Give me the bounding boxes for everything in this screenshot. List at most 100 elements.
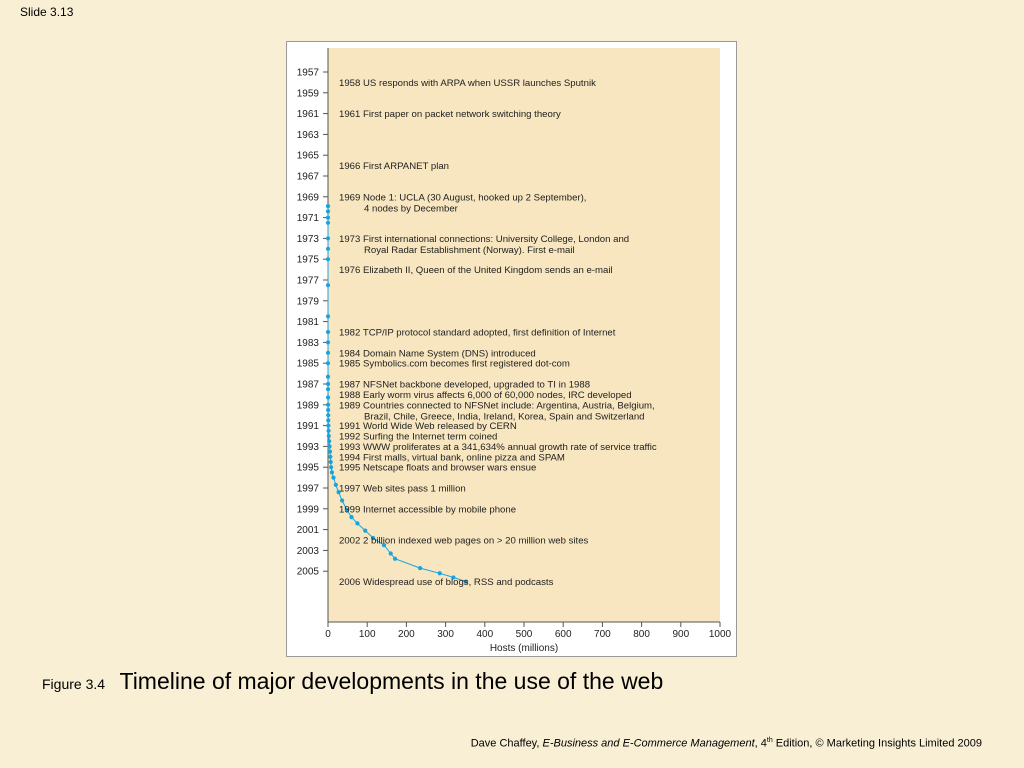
timeline-event-label: 1987 NFSNet backbone developed, upgraded… — [339, 380, 590, 391]
x-tick-label: 700 — [594, 629, 611, 640]
data-point — [325, 340, 331, 345]
data-point — [325, 283, 331, 288]
data-point — [325, 215, 331, 220]
slide-number: Slide 3.13 — [20, 5, 74, 19]
figure-title: Timeline of major developments in the us… — [119, 668, 664, 694]
y-tick-label: 1995 — [297, 463, 320, 474]
timeline-event-label: 1976 Elizabeth II, Queen of the United K… — [339, 265, 613, 276]
data-point — [326, 402, 331, 407]
data-point — [463, 579, 469, 584]
x-axis-label: Hosts (millions) — [490, 643, 558, 654]
data-point — [325, 220, 331, 225]
y-tick-label: 1989 — [297, 400, 320, 411]
data-point — [451, 575, 456, 580]
data-point — [325, 257, 331, 262]
timeline-event-label: 1982 TCP/IP protocol standard adopted, f… — [339, 328, 616, 339]
data-point — [418, 565, 423, 571]
x-tick-label: 200 — [398, 629, 415, 640]
timeline-event-label: 1958 US responds with ARPA when USSR lau… — [339, 78, 596, 89]
footer-author: Dave Chaffey, — [470, 737, 543, 750]
data-point — [325, 395, 331, 400]
data-point — [336, 490, 341, 495]
data-point — [328, 454, 333, 459]
timeline-event-label: 1992 Surfing the Internet term coined — [339, 432, 497, 443]
y-tick-label: 1983 — [297, 338, 320, 349]
timeline-event-label: 1999 Internet accessible by mobile phone — [339, 504, 516, 515]
data-point — [363, 528, 368, 533]
timeline-event-label: 1985 Symbolics.com becomes first registe… — [339, 359, 570, 370]
x-tick-label: 400 — [476, 629, 493, 640]
timeline-event-label: 1966 First ARPANET plan — [339, 161, 449, 172]
footer-citation: Dave Chaffey, E-Business and E-Commerce … — [471, 737, 982, 750]
y-tick-label: 1969 — [297, 192, 320, 203]
data-point — [370, 535, 376, 541]
x-tick-label: 100 — [359, 629, 376, 640]
data-point — [327, 444, 332, 449]
footer-publisher: Edition, © Marketing Insights Limited 20… — [772, 737, 982, 750]
data-point — [326, 407, 331, 413]
data-point — [388, 551, 393, 556]
y-tick-label: 2001 — [297, 525, 320, 536]
y-tick-label: 1999 — [297, 504, 320, 515]
y-tick-label: 1975 — [297, 255, 320, 266]
data-point — [325, 329, 331, 335]
timeline-event-label: 1973 First international connections: Un… — [339, 234, 629, 245]
x-tick-label: 1000 — [709, 629, 732, 640]
y-tick-label: 1993 — [297, 442, 320, 453]
data-point — [381, 543, 387, 548]
data-point — [325, 350, 331, 355]
data-point — [327, 449, 333, 454]
data-point — [326, 428, 331, 433]
plot-area — [328, 48, 720, 622]
figure-frame: 1957 1959 1961 1963 1965 1967 1969 1971 1973 1975… — [286, 41, 737, 657]
timeline-event-label: 1961 First paper on packet network switc… — [339, 109, 561, 120]
y-tick-label: 1963 — [297, 130, 320, 141]
data-point — [333, 482, 338, 487]
data-point — [325, 246, 331, 251]
timeline-event-label: 1984 Domain Name System (DNS) introduced — [339, 348, 536, 359]
figure-label: Figure 3.4 — [42, 676, 106, 692]
data-point — [325, 209, 331, 214]
timeline-event-label: 2002 2 billion indexed web pages on > 20… — [339, 536, 589, 547]
timeline-event-label: 1995 Netscape floats and browser wars en… — [339, 463, 536, 474]
footer-edition-suffix: th — [766, 737, 773, 744]
timeline-event-label: 1991 World Wide Web released by CERN — [339, 421, 517, 432]
timeline-event-label: 1989 Countries connected to NFSNet inclu… — [339, 400, 655, 411]
y-tick-label: 1985 — [297, 359, 320, 370]
y-tick-label: 2005 — [297, 567, 320, 578]
x-tick-label: 600 — [555, 629, 572, 640]
data-point — [437, 571, 442, 576]
timeline-event-label: 4 nodes by December — [364, 203, 459, 214]
timeline-event-label: 1988 Early worm virus affects 6,000 of 6… — [339, 390, 632, 401]
y-tick-label: 1991 — [297, 421, 320, 432]
y-tick-label: 1967 — [297, 172, 320, 183]
y-tick-label: 1961 — [297, 109, 320, 120]
data-point — [349, 515, 354, 520]
data-point — [392, 556, 398, 561]
data-point — [325, 204, 331, 209]
x-tick-label: 0 — [325, 629, 331, 640]
data-point — [325, 236, 331, 241]
y-tick-label: 1973 — [297, 234, 320, 245]
footer-edition: , 4 — [754, 737, 767, 750]
y-tick-label: 1959 — [297, 88, 320, 99]
data-point — [325, 381, 331, 387]
timeline-event-label: 1997 Web sites pass 1 million — [339, 484, 466, 495]
y-tick-label: 1997 — [297, 484, 320, 495]
data-point — [344, 507, 349, 512]
timeline-event-label: Brazil, Chile, Greece, India, Ireland, K… — [364, 411, 645, 422]
y-tick-label: 1979 — [297, 296, 320, 307]
figure-caption: Figure 3.4 Timeline of major development… — [42, 668, 663, 695]
data-point — [325, 314, 331, 319]
timeline-event-label: 1994 First malls, virtual bank, online p… — [339, 452, 565, 463]
data-point — [327, 439, 332, 444]
y-tick-label: 1981 — [297, 317, 320, 328]
data-point — [326, 433, 331, 439]
x-tick-label: 300 — [437, 629, 454, 640]
timeline-event-label: 2006 Widespread use of blogs, RSS and po… — [339, 577, 554, 588]
data-point — [325, 374, 331, 379]
data-point — [326, 423, 331, 428]
x-tick-label: 900 — [672, 629, 689, 640]
y-tick-label: 2003 — [297, 546, 320, 557]
x-tick-label: 500 — [516, 629, 533, 640]
